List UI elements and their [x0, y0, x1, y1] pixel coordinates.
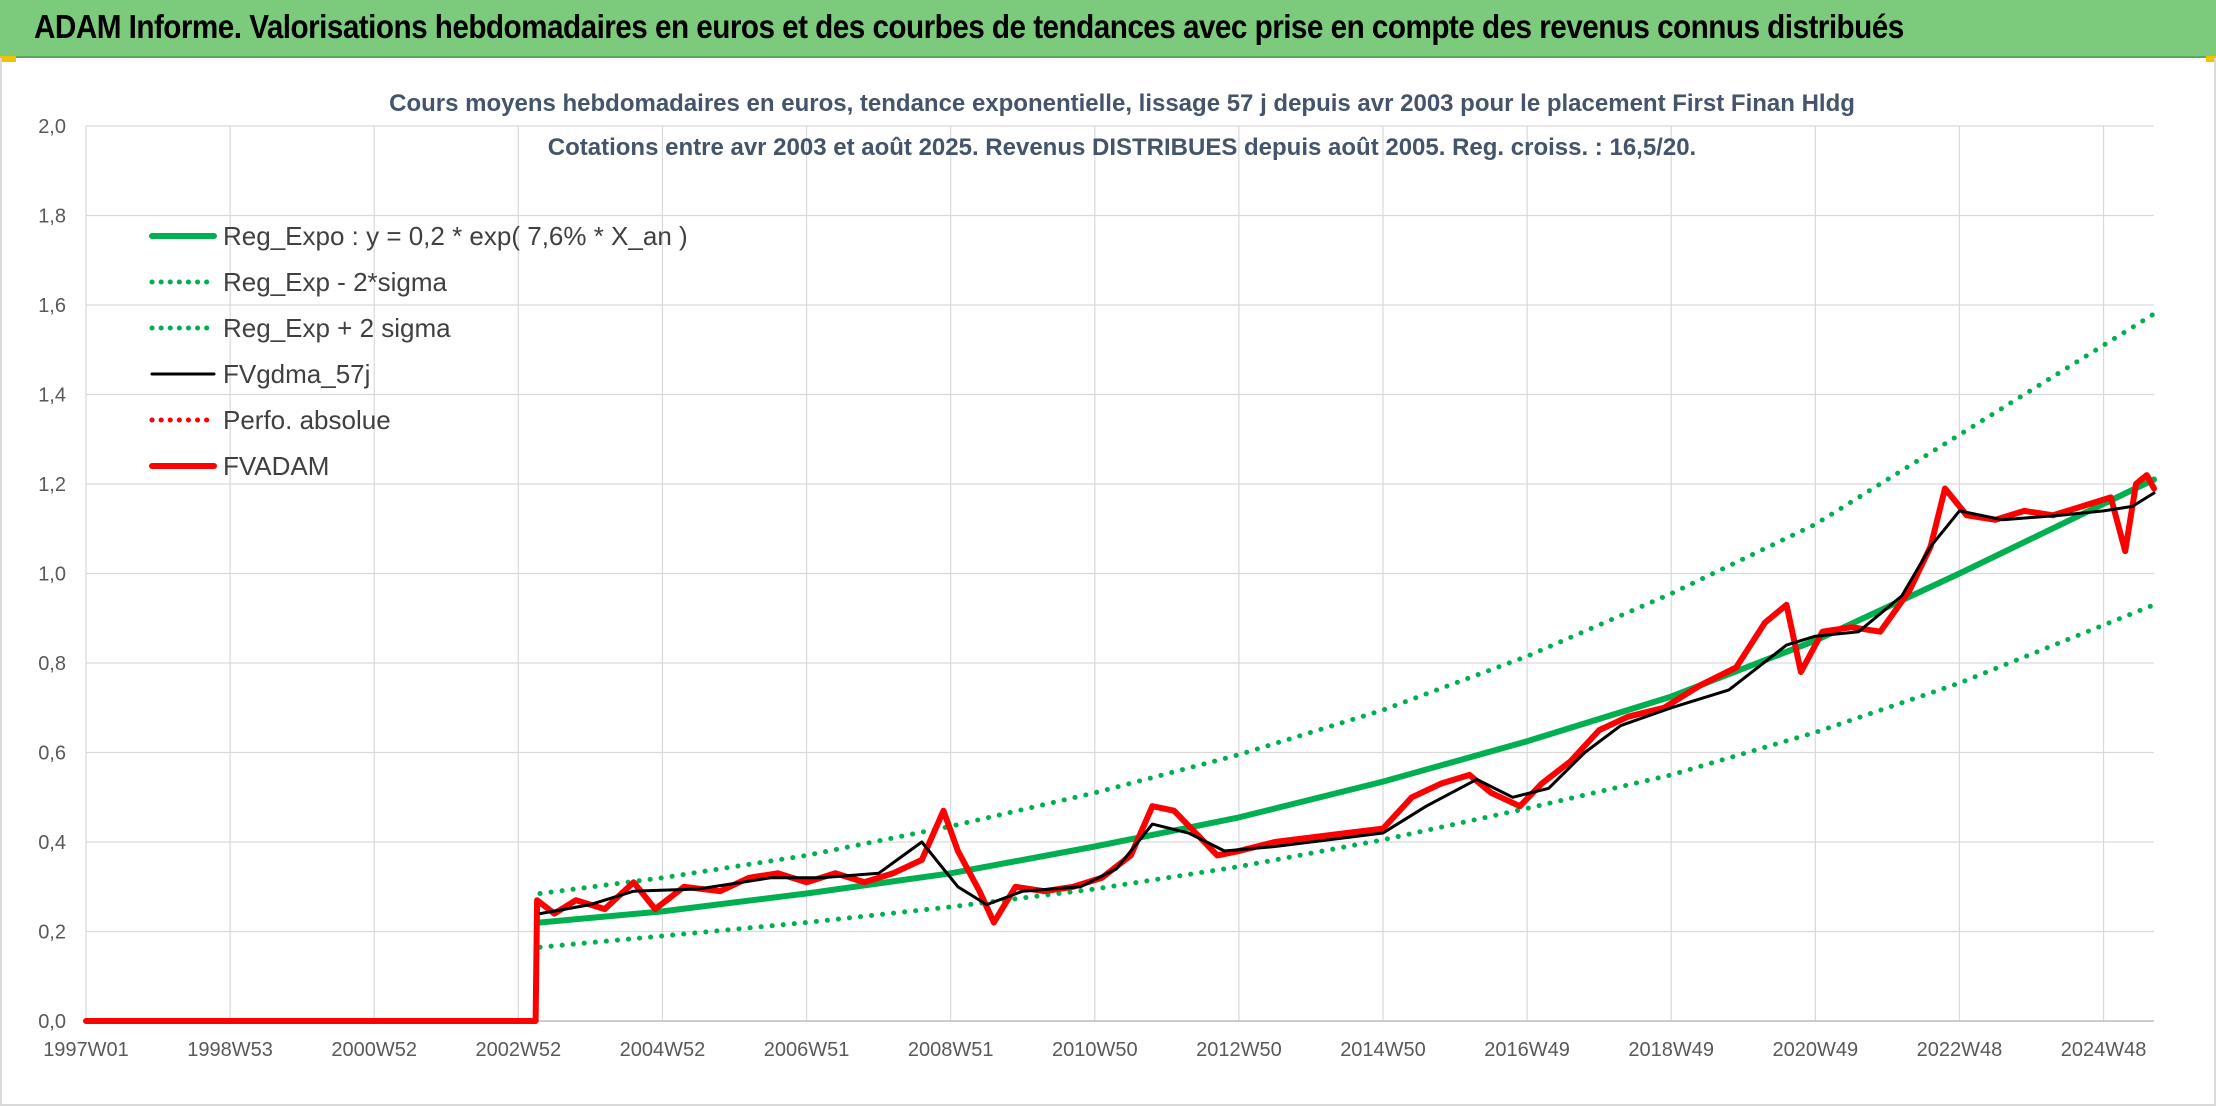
- x-tick-label: 2014W50: [1340, 1039, 1426, 1061]
- legend-label: Perfo. absolue: [223, 405, 391, 435]
- y-tick-label: 0,2: [38, 922, 66, 944]
- legend-label: Reg_Exp - 2*sigma: [223, 267, 448, 297]
- x-tick-label: 2004W52: [620, 1039, 706, 1061]
- gridlines: [85, 125, 2154, 1022]
- y-tick-label: 1,0: [38, 564, 66, 586]
- x-tick-label: 2000W52: [331, 1039, 417, 1061]
- x-tick-label: 2018W49: [1628, 1039, 1714, 1061]
- chart-title: Cours moyens hebdomadaires en euros, ten…: [389, 90, 1855, 117]
- y-tick-label: 2,0: [38, 116, 66, 138]
- y-tick-label: 1,4: [38, 385, 66, 407]
- x-tick-label: 2024W48: [2061, 1039, 2147, 1061]
- chart-titles: Cours moyens hebdomadaires en euros, ten…: [389, 90, 1855, 161]
- legend-label: Reg_Exp + 2 sigma: [223, 313, 451, 343]
- series-line-2: [537, 311, 2157, 896]
- legend-label: FVgdma_57j: [223, 359, 370, 389]
- axis-ticks: 0,0 0,2 0,4 0,6 0,8 1,0 1,2 1,4 1,6 1,8 2,0 1997W01…: [38, 116, 2146, 1061]
- series-lines: [83, 311, 2157, 1024]
- chart-area: 0,0 0,2 0,4 0,6 0,8 1,0 1,2 1,4 1,6 1,8 2,0 1997W01…: [0, 58, 2216, 1106]
- corner-accent-top-right: [2206, 56, 2216, 62]
- x-tick-label: 2020W49: [1773, 1039, 1859, 1061]
- x-tick-label: 2010W50: [1052, 1039, 1138, 1061]
- chart-subtitle: Cotations entre avr 2003 et août 2025. R…: [548, 134, 1696, 161]
- y-tick-label: 1,6: [38, 295, 66, 317]
- y-tick-label: 0,4: [38, 832, 66, 854]
- series-line-5: [83, 472, 2157, 1024]
- legend: Reg_Expo : y = 0,2 * exp( 7,6% * X_an ) R…: [149, 221, 688, 481]
- x-tick-label: 2012W50: [1196, 1039, 1282, 1061]
- y-tick-label: 1,8: [38, 206, 66, 228]
- chart-svg: 0,0 0,2 0,4 0,6 0,8 1,0 1,2 1,4 1,6 1,8 2,0 1997W01…: [38, 90, 2157, 1061]
- x-tick-label: 1998W53: [187, 1039, 273, 1061]
- legend-label: Reg_Expo : y = 0,2 * exp( 7,6% * X_an ): [223, 221, 688, 251]
- x-tick-label: 1997W01: [43, 1039, 129, 1061]
- y-tick-label: 1,2: [38, 474, 66, 496]
- series-line-3: [538, 491, 2156, 916]
- y-tick-label: 0,0: [38, 1011, 66, 1033]
- legend-label: FVADAM: [223, 451, 329, 481]
- page-title: ADAM Informe. Valorisations hebdomadaire…: [34, 8, 1904, 45]
- x-tick-label: 2008W51: [908, 1039, 994, 1061]
- y-tick-label: 0,6: [38, 743, 66, 765]
- series-line-1: [537, 602, 2157, 950]
- x-tick-label: 2002W52: [476, 1039, 562, 1061]
- y-tick-label: 0,8: [38, 653, 66, 675]
- corner-accent-top-left: [0, 56, 16, 62]
- header-banner: ADAM Informe. Valorisations hebdomadaire…: [0, 0, 2216, 58]
- x-tick-label: 2006W51: [764, 1039, 850, 1061]
- x-tick-label: 2016W49: [1484, 1039, 1570, 1061]
- x-tick-label: 2022W48: [1917, 1039, 2003, 1061]
